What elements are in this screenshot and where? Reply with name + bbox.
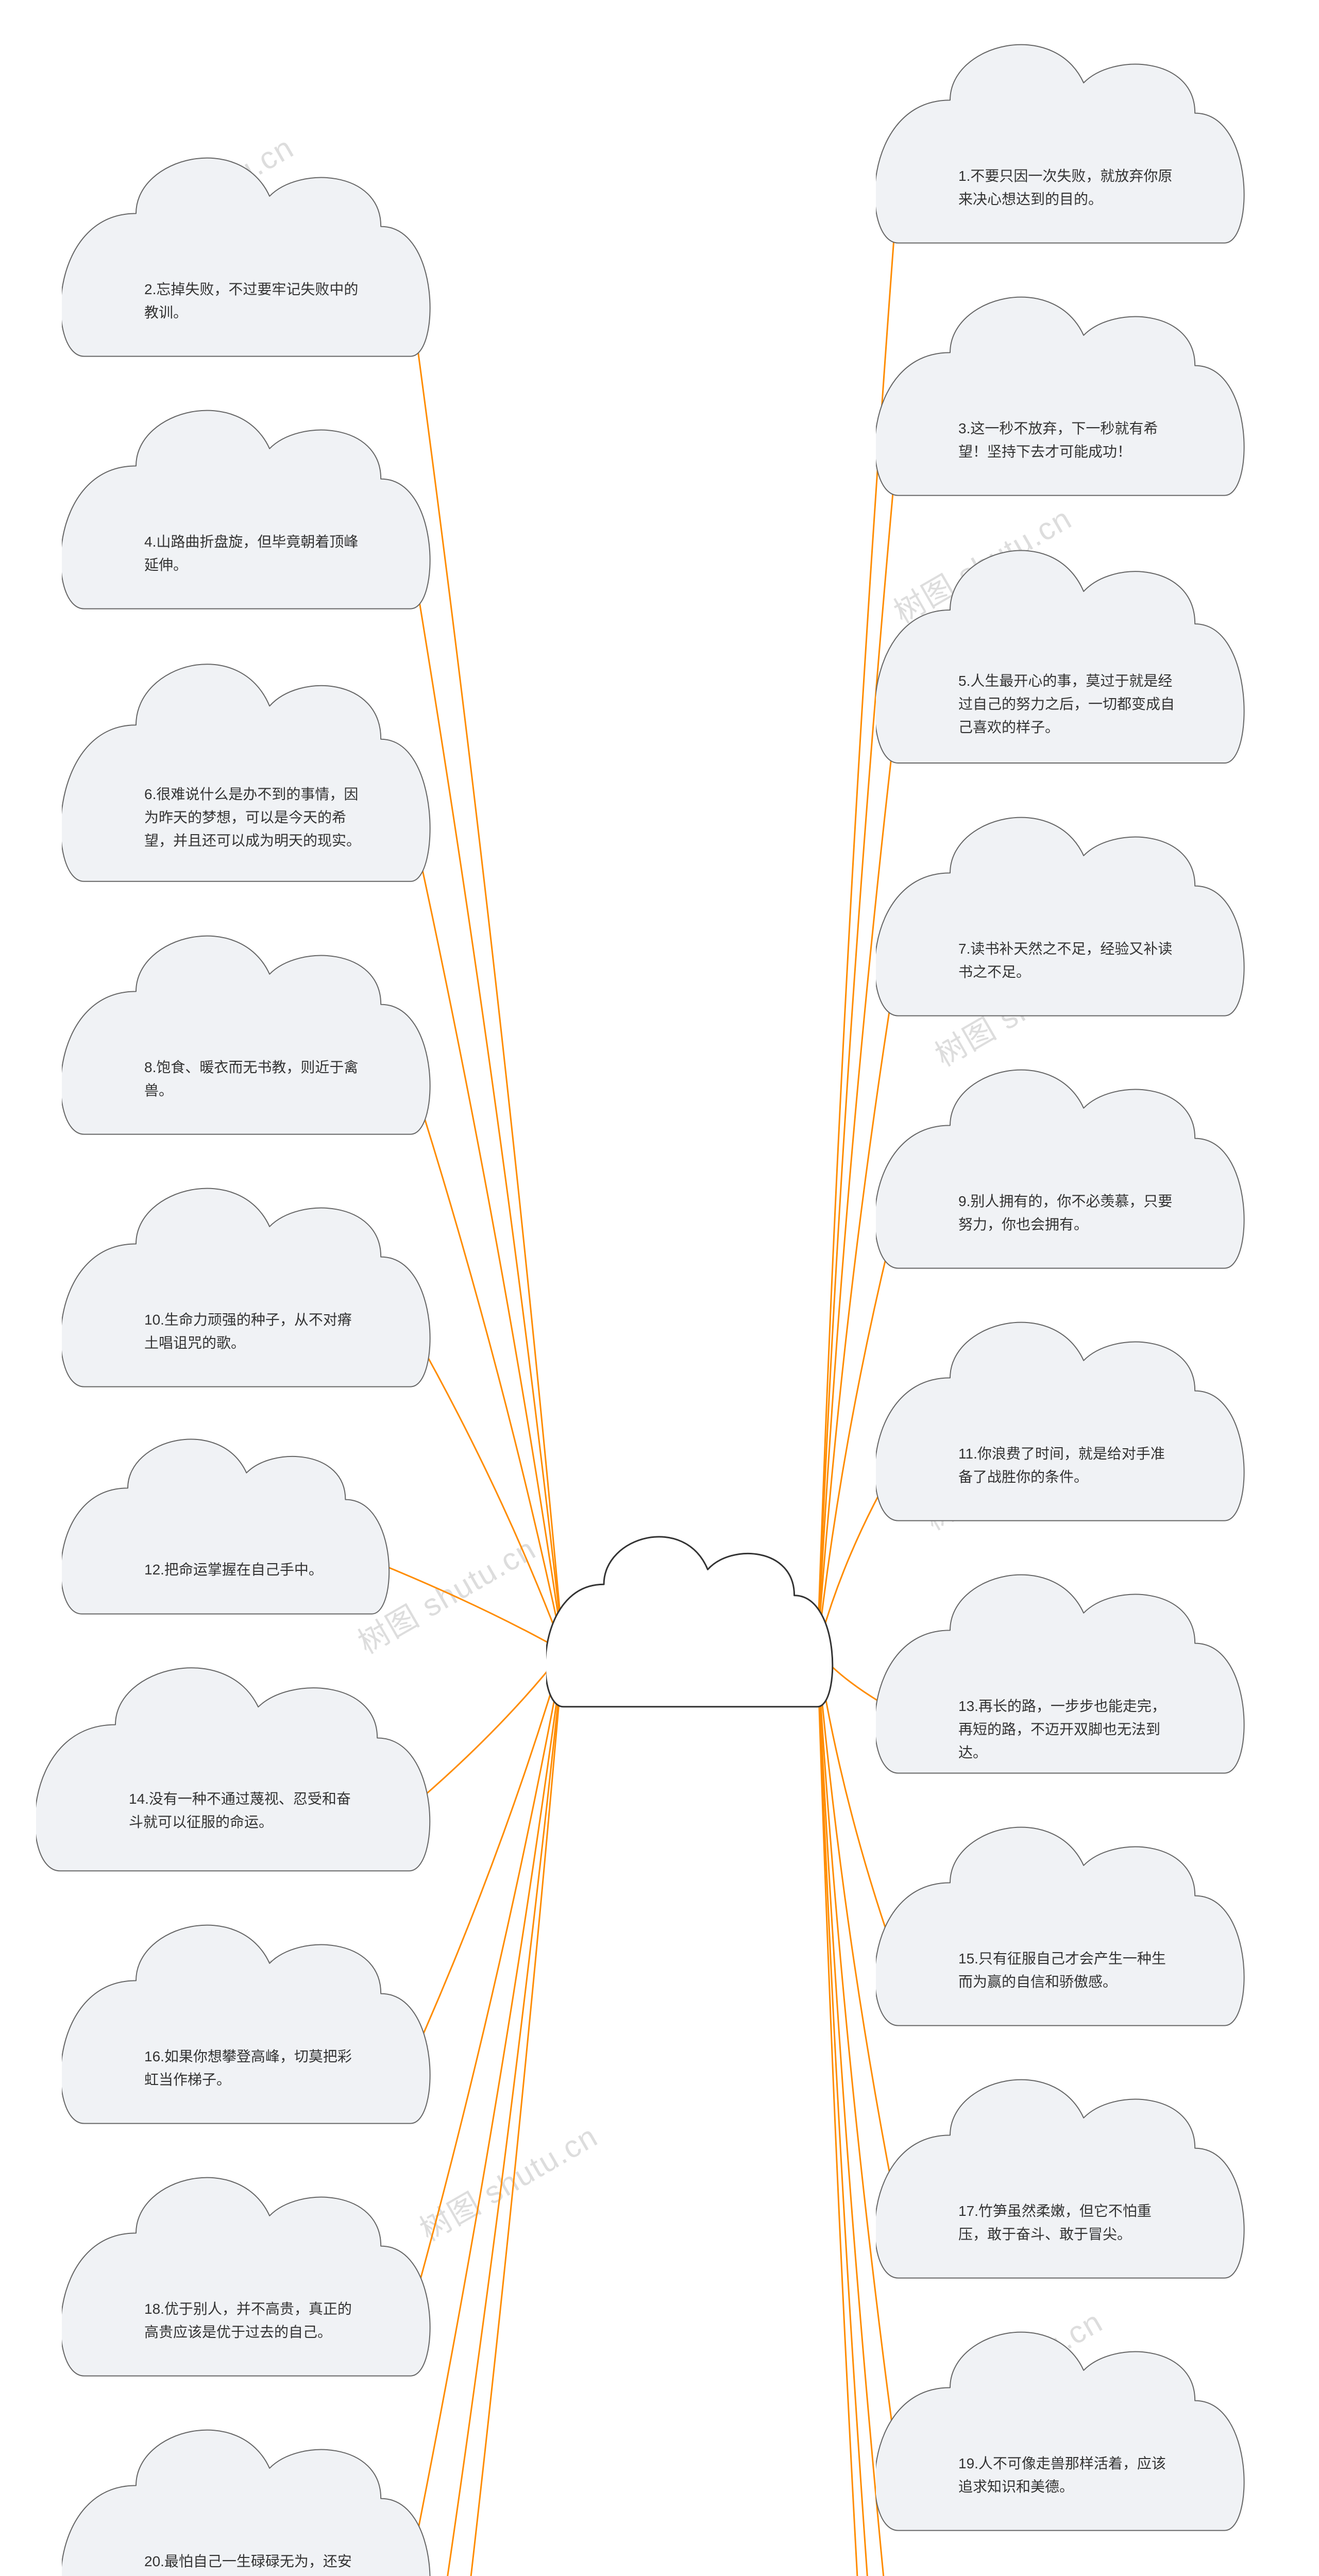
cloud-text: 5.人生最开心的事，莫过于就是经过自己的努力之后，一切都变成自己喜欢的样子。 [958,670,1175,739]
cloud-text: 3.这一秒不放弃，下一秒就有希望！坚持下去才可能成功！ [958,417,1175,464]
cloud-node-right-2: 5.人生最开心的事，莫过于就是经过自己的努力之后，一切都变成自己喜欢的样子。 [876,536,1247,768]
cloud-text: 1.不要只因一次失败，就放弃你原来决心想达到的目的。 [958,165,1175,211]
cloud-text: 18.优于别人，并不高贵，真正的高贵应该是优于过去的自己。 [144,2298,361,2344]
cloud-node-left-4: 10.生命力顽强的种子，从不对瘠土唱诅咒的歌。 [62,1175,433,1391]
cloud-text: 15.只有征服自己才会产生一种生而为赢的自信和骄傲感。 [958,1947,1175,1994]
cloud-node-right-0: 1.不要只因一次失败，就放弃你原来决心想达到的目的。 [876,31,1247,247]
cloud-text: 12.把命运掌握在自己手中。 [144,1558,361,1582]
diagram-canvas: 树图 shutu.cn树图 shutu.cn树图 shutu.cn树图 shut… [0,0,1319,2576]
cloud-text: 17.竹笋虽然柔嫩，但它不怕重压，敢于奋斗、敢于冒尖。 [958,2200,1175,2246]
cloud-node-right-9: 19.人不可像走兽那样活着，应该追求知识和美德。 [876,2318,1247,2535]
cloud-node-left-5: 12.把命运掌握在自己手中。 [62,1427,392,1618]
cloud-node-left-6: 14.没有一种不通过蔑视、忍受和奋斗就可以征服的命运。 [36,1654,433,1875]
cloud-node-right-4: 9.别人拥有的，你不必羡慕，只要努力，你也会拥有。 [876,1056,1247,1273]
cloud-node-right-5: 11.你浪费了时间，就是给对手准备了战胜你的条件。 [876,1309,1247,1525]
cloud-text: 16.如果你想攀登高峰，切莫把彩虹当作梯子。 [144,2045,361,2092]
cloud-node-left-3: 8.饱食、暖衣而无书教，则近于禽兽。 [62,922,433,1139]
cloud-node-right-8: 17.竹笋虽然柔嫩，但它不怕重压，敢于奋斗、敢于冒尖。 [876,2066,1247,2282]
cloud-text: 10.生命力顽强的种子，从不对瘠土唱诅咒的歌。 [144,1309,361,1355]
cloud-text: 8.饱食、暖衣而无书教，则近于禽兽。 [144,1056,361,1103]
cloud-text: 13.再长的路，一步步也能走完，再短的路，不迈开双脚也无法到达。 [958,1695,1175,1764]
cloud-text: 4.山路曲折盘旋，但毕竟朝着顶峰延伸。 [144,531,361,577]
cloud-text: 7.读书补天然之不足，经验又补读书之不足。 [958,938,1175,984]
cloud-text: 6.很难说什么是办不到的事情，因为昨天的梦想，可以是今天的希望，并且还可以成为明… [144,783,361,852]
cloud-node-left-2: 6.很难说什么是办不到的事情，因为昨天的梦想，可以是今天的希望，并且还可以成为明… [62,649,433,886]
cloud-node-left-1: 4.山路曲折盘旋，但毕竟朝着顶峰延伸。 [62,397,433,613]
cloud-text: 11.你浪费了时间，就是给对手准备了战胜你的条件。 [958,1443,1175,1489]
cloud-text: 20.最怕自己一生碌碌无为，还安慰自己平凡可贵。 [144,2550,361,2576]
cloud-node-left-9: 20.最怕自己一生碌碌无为，还安慰自己平凡可贵。 [62,2416,433,2576]
cloud-node-right-7: 15.只有征服自己才会产生一种生而为赢的自信和骄傲感。 [876,1814,1247,2030]
cloud-text: 14.没有一种不通过蔑视、忍受和奋斗就可以征服的命运。 [129,1788,356,1834]
cloud-node-right-6: 13.再长的路，一步步也能走完，再短的路，不迈开双脚也无法到达。 [876,1561,1247,1777]
cloud-text: 19.人不可像走兽那样活着，应该追求知识和美德。 [958,2452,1175,2499]
watermark: 树图 shutu.cn [411,2112,605,2250]
cloud-node-right-3: 7.读书补天然之不足，经验又补读书之不足。 [876,804,1247,1020]
cloud-text: 9.别人拥有的，你不必羡慕，只要努力，你也会拥有。 [958,1190,1175,1236]
cloud-node-right-10: 21.自然界没有风风雨雨，大地就不会春华秋实。 [876,2571,1247,2576]
cloud-text: 2.忘掉失败，不过要牢记失败中的教训。 [144,278,361,325]
cloud-node-left-0: 2.忘掉失败，不过要牢记失败中的教训。 [62,144,433,361]
cloud-node-right-1: 3.这一秒不放弃，下一秒就有希望！坚持下去才可能成功！ [876,283,1247,500]
cloud-node-center [546,1525,835,1710]
cloud-node-left-7: 16.如果你想攀登高峰，切莫把彩虹当作梯子。 [62,1911,433,2128]
cloud-node-left-8: 18.优于别人，并不高贵，真正的高贵应该是优于过去的自己。 [62,2164,433,2380]
